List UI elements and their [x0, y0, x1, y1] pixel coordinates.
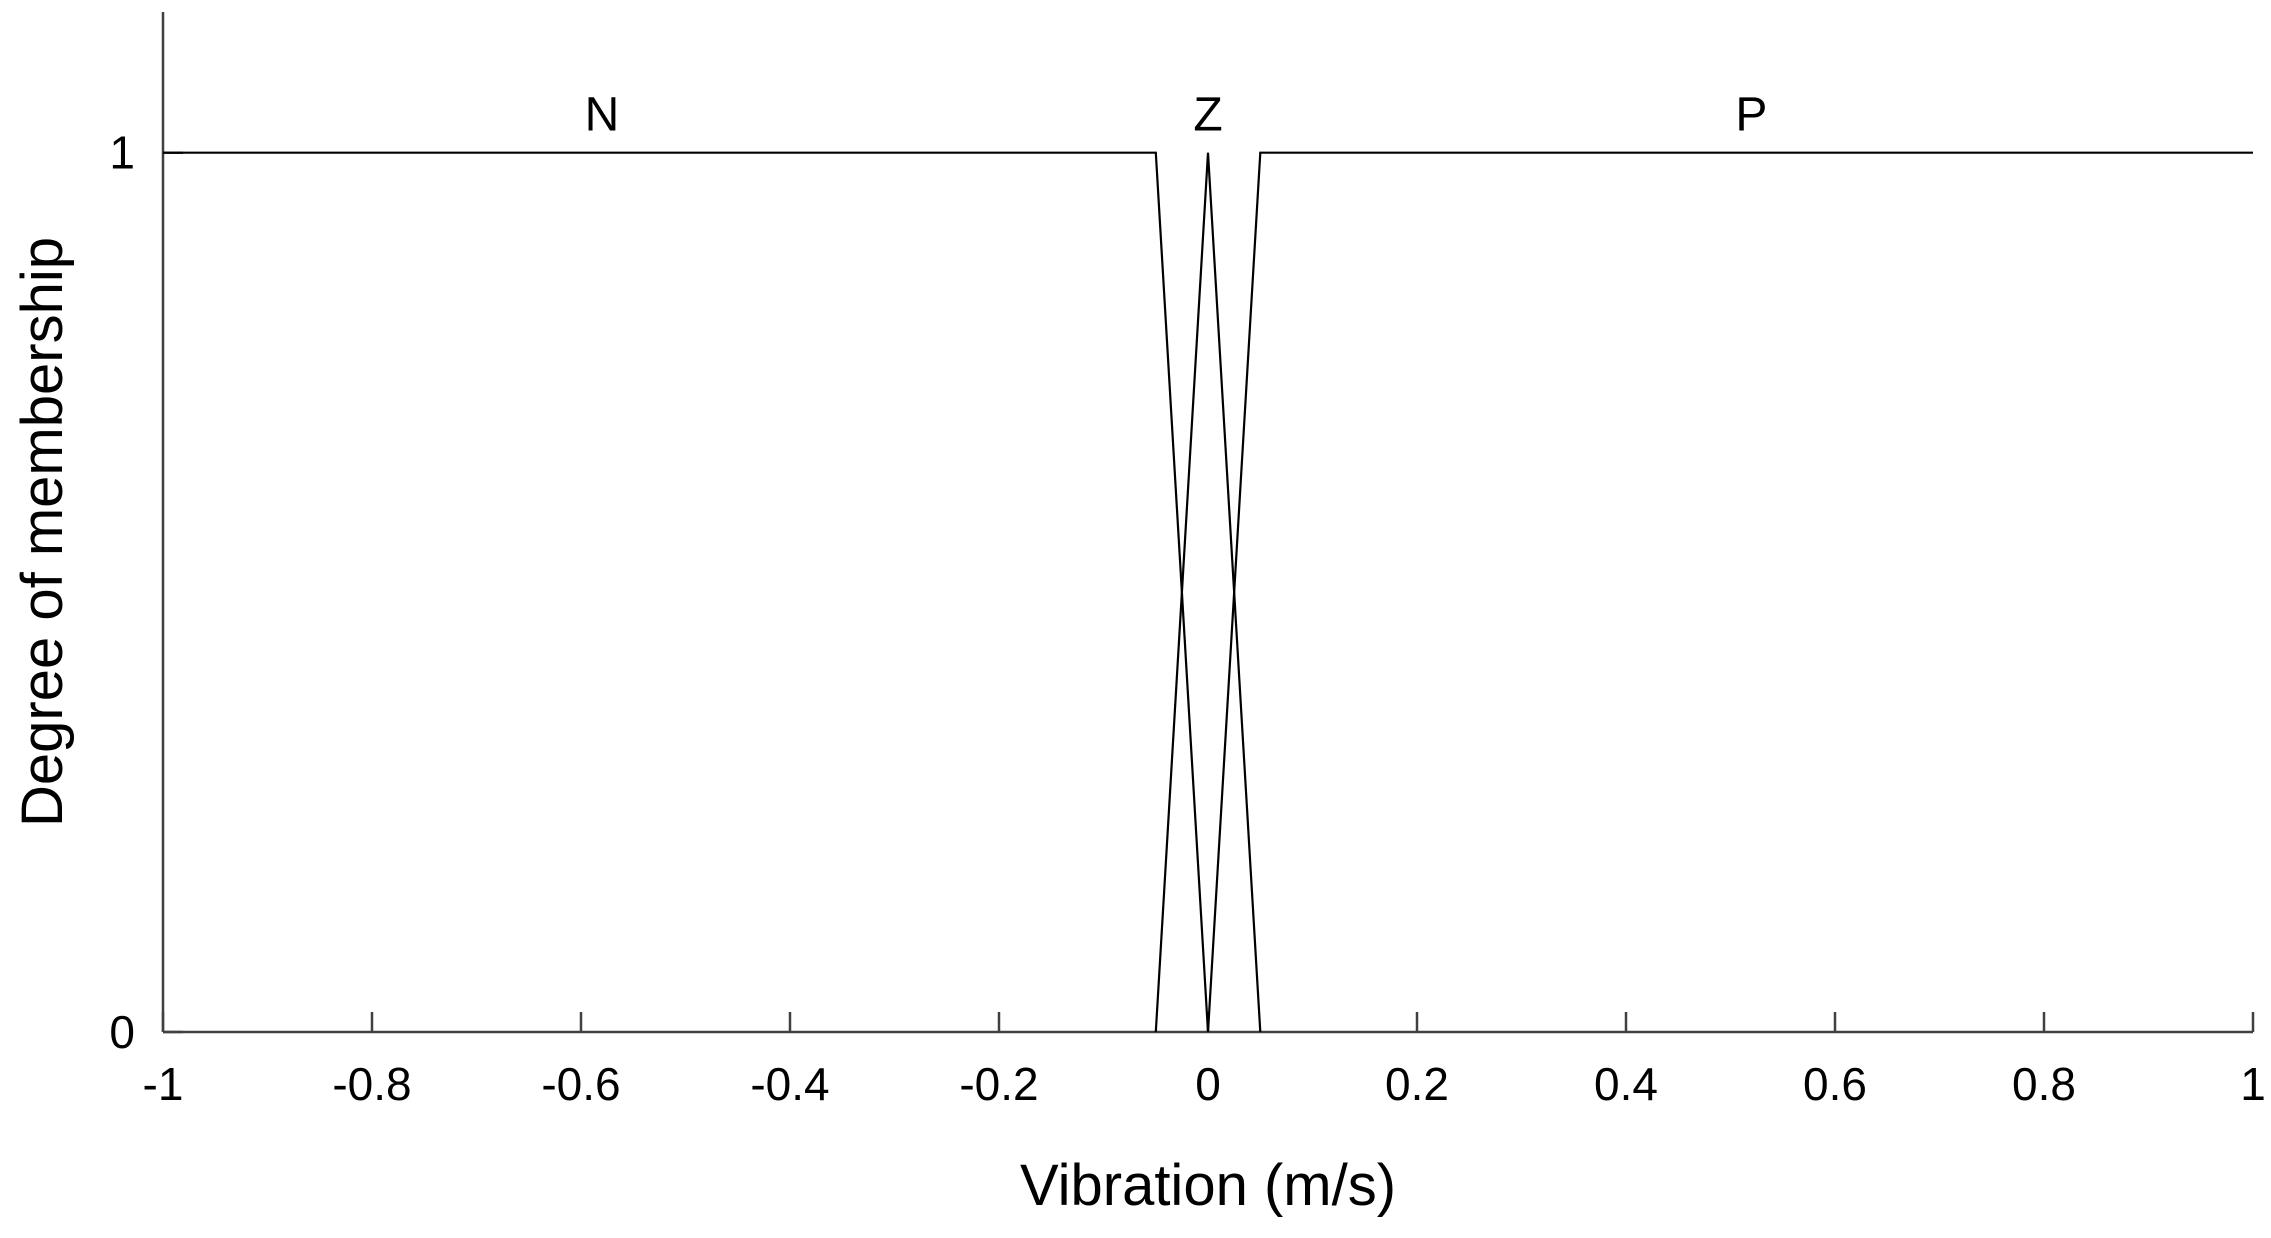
x-tick-label: -0.2	[959, 1058, 1038, 1110]
series-line-p	[1206, 151, 2253, 1033]
mf-label-z: Z	[1193, 89, 1222, 142]
mf-label-p: P	[1735, 89, 1767, 142]
y-ticks: 01	[109, 127, 183, 1058]
x-tick-label: 0.4	[1594, 1058, 1658, 1110]
x-tick-label: -0.4	[750, 1058, 829, 1110]
series-layer	[163, 151, 2253, 1033]
x-tick-label: 0.6	[1803, 1058, 1867, 1110]
x-axis-title: Vibration (m/s)	[1020, 1153, 1396, 1218]
x-tick-label: 0	[1195, 1058, 1221, 1110]
y-tick-label: 0	[109, 1006, 135, 1058]
x-tick-label: 0.2	[1385, 1058, 1449, 1110]
x-ticks: -1 -0.8 -0.6 -0.4 -0.2 0 0.2 0.4 0.6 0.8 1	[143, 1012, 2266, 1110]
x-tick-label: -1	[143, 1058, 184, 1110]
x-tick-label: -0.6	[541, 1058, 620, 1110]
x-tick-label: 1	[2240, 1058, 2266, 1110]
y-tick-label: 1	[109, 127, 135, 179]
x-tick-label: 0.8	[2012, 1058, 2076, 1110]
mf-label-n: N	[585, 89, 620, 142]
x-tick-label: -0.8	[332, 1058, 411, 1110]
series-line-n	[163, 151, 1210, 1033]
y-axis-title: Degree of membership	[10, 237, 75, 827]
series-line-z	[1154, 152, 1262, 1033]
